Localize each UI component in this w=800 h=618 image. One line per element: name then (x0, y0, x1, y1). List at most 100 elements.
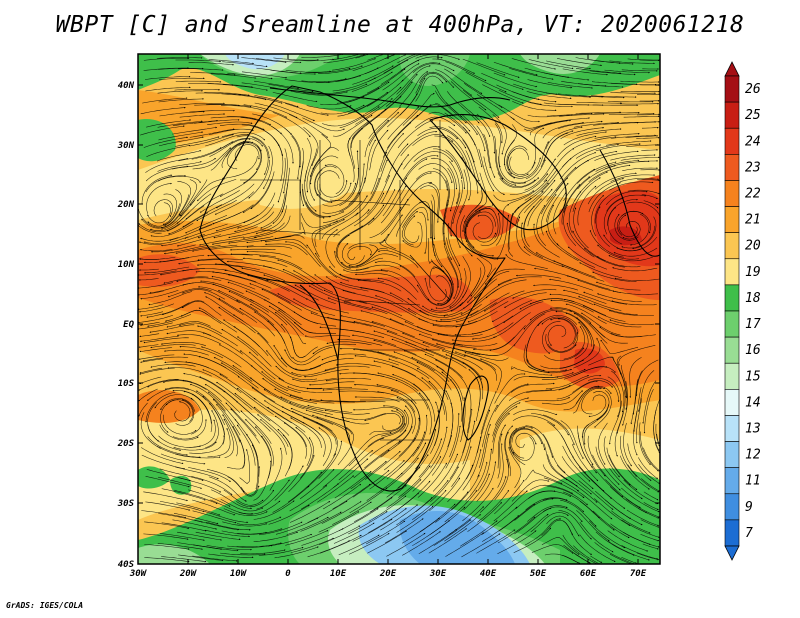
streamline (179, 113, 226, 118)
streamline (176, 334, 221, 345)
streamline (332, 54, 359, 60)
streamline (462, 126, 483, 168)
streamline (623, 115, 660, 118)
colorbar-label: 20 (745, 239, 761, 254)
streamline (322, 114, 365, 127)
streamline (563, 325, 585, 360)
streamline (351, 334, 397, 346)
streamline (593, 303, 638, 315)
streamline (476, 113, 496, 154)
streamline (621, 365, 628, 411)
streamline (523, 179, 556, 214)
streamline (139, 248, 173, 252)
streamline (621, 69, 658, 72)
streamline (620, 178, 660, 182)
streamline (321, 212, 359, 240)
streamline (324, 365, 370, 371)
streamline (158, 98, 205, 103)
streamline (588, 164, 631, 183)
streamline (492, 114, 507, 155)
colorbar-label: 13 (745, 422, 761, 437)
streamline (428, 182, 441, 224)
streamline (158, 67, 204, 70)
streamline (241, 57, 287, 63)
streamline (163, 244, 209, 255)
streamline (168, 212, 209, 235)
streamline (455, 302, 497, 323)
streamline (283, 127, 301, 168)
colorbar-swatch (724, 362, 740, 390)
streamline (374, 260, 416, 278)
lon-label: 20E (379, 569, 397, 579)
streamline (196, 264, 243, 268)
colorbar-label: 21 (745, 213, 761, 228)
streamline (177, 68, 224, 71)
streamline (239, 350, 276, 380)
lat-label: 10N (118, 260, 135, 270)
streamline (211, 271, 257, 283)
colorbar-swatch (724, 310, 740, 338)
streamline (342, 289, 387, 303)
streamline (309, 155, 339, 185)
streamline (607, 206, 623, 245)
streamline (610, 333, 656, 338)
streamline (138, 241, 162, 245)
colorbar-label: 24 (745, 134, 761, 149)
streamline (412, 134, 454, 146)
streamline (138, 303, 174, 313)
streamline (249, 303, 286, 333)
streamline (198, 236, 244, 246)
streamline (443, 292, 482, 317)
lat-label: 20N (117, 200, 135, 210)
streamline (611, 83, 657, 86)
streamline (507, 212, 514, 257)
streamline (447, 167, 455, 212)
streamline (272, 92, 318, 103)
lat-axis: 40N 30N 20N 10N EQ 10S 20S 30S 40S (117, 81, 135, 570)
streamline (643, 200, 659, 209)
streamline (629, 213, 650, 246)
colorbar-label: 22 (745, 187, 761, 202)
streamline (294, 284, 336, 304)
streamline (419, 185, 439, 217)
streamline (559, 343, 595, 369)
streamline (343, 301, 388, 315)
streamline (543, 148, 575, 183)
streamline (292, 298, 336, 316)
streamline (138, 268, 159, 271)
streamline (138, 322, 173, 330)
streamline (139, 347, 173, 353)
streamline (323, 54, 365, 64)
streamline (461, 113, 486, 152)
streamline (549, 293, 594, 305)
streamline (513, 83, 558, 95)
streamline (515, 274, 562, 279)
streamline (521, 222, 543, 258)
streamline (476, 125, 491, 169)
streamline (626, 144, 660, 147)
streamline (542, 121, 585, 139)
streamline (215, 183, 255, 209)
streamline (221, 328, 259, 356)
streamline (248, 159, 270, 199)
streamline (483, 156, 505, 195)
streamline (462, 192, 483, 233)
streamline (304, 335, 351, 338)
streamline (213, 226, 258, 239)
streamline (355, 54, 369, 59)
streamline (341, 257, 384, 268)
streamline (387, 114, 419, 149)
streamline (208, 128, 254, 135)
streamline (270, 69, 317, 75)
streamline (367, 68, 406, 94)
streamline (414, 116, 456, 128)
streamline (629, 357, 642, 399)
streamline (274, 311, 307, 345)
streamline (544, 117, 591, 125)
streamline (493, 190, 535, 202)
streamline (322, 200, 362, 224)
streamline (261, 288, 302, 311)
streamline (199, 280, 244, 295)
streamline (621, 121, 660, 124)
streamline (513, 313, 546, 346)
